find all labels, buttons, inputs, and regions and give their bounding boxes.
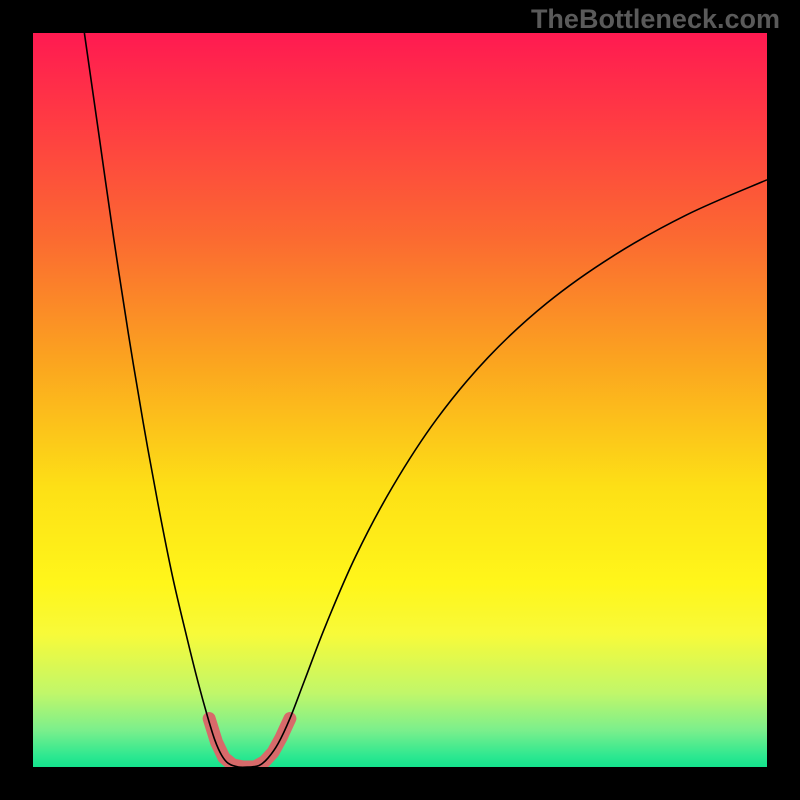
gradient-background [33, 33, 767, 767]
chart-container: { "canvas": { "width": 800, "height": 80… [0, 0, 800, 800]
plot-area [33, 33, 767, 767]
watermark-text: TheBottleneck.com [531, 4, 780, 35]
plot-svg [33, 33, 767, 767]
